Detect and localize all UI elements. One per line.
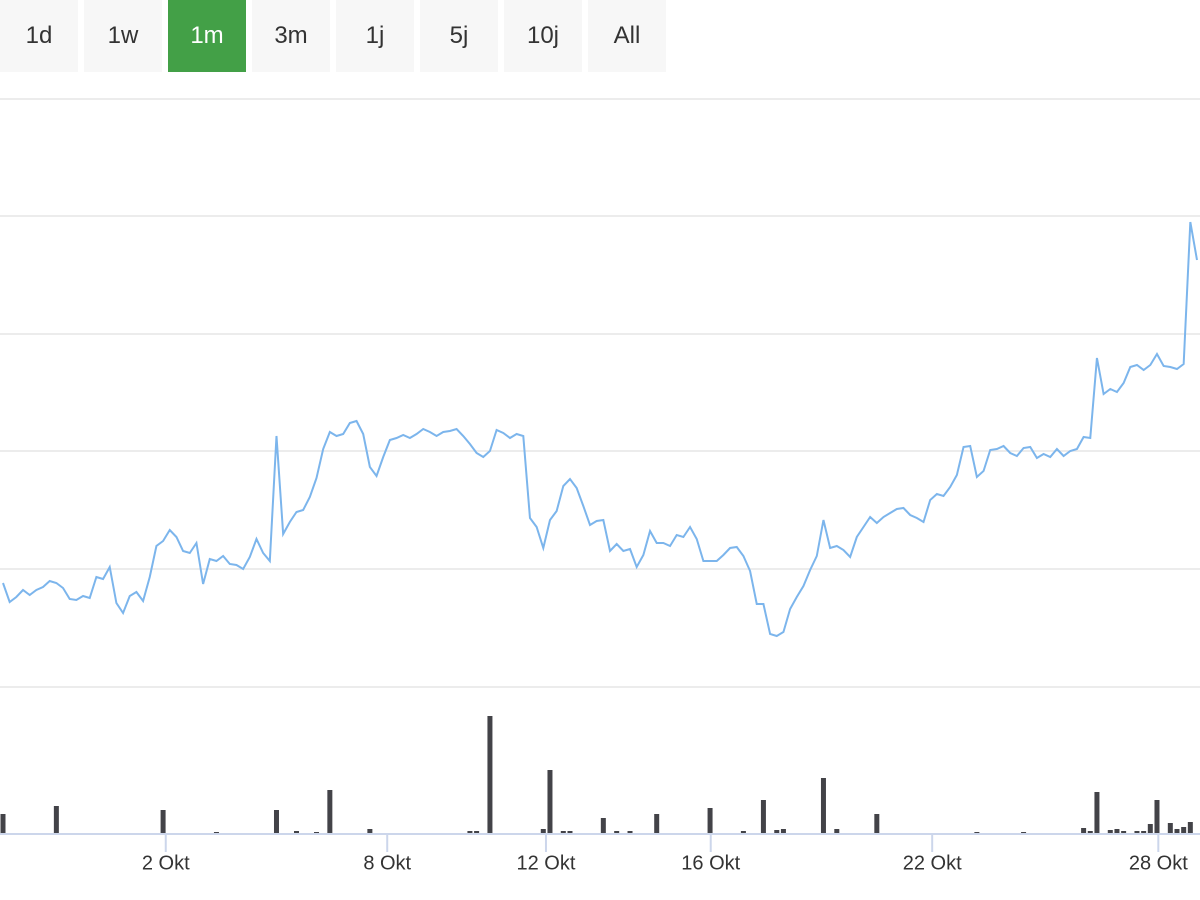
volume-bar [1094,792,1100,834]
volume-bar [1187,822,1193,834]
volume-bar [627,831,633,834]
range-button[interactable]: 10j [504,0,582,72]
volume-bar [567,831,573,834]
volume-bar [0,814,6,834]
x-tick-label: 28 Okt [1129,852,1188,874]
volume-bar [614,831,620,834]
volume-bar [600,818,606,834]
range-selector: 1d 1w 1m 3m 1j 5j 10j All [0,0,666,72]
x-tick-label: 16 Okt [681,852,740,874]
volume-bar [707,808,713,834]
price-line [2,221,1198,638]
x-tick-label: 8 Okt [363,852,411,874]
volume-bar [774,830,780,834]
volume-bar [1121,831,1127,834]
volume-bar [1087,831,1093,834]
volume-bar [273,810,279,834]
volume-bar [760,800,766,834]
volume-bar [1147,824,1153,834]
volume-bar [547,770,553,834]
volume-bar [1174,829,1180,834]
volume-bar [740,831,746,834]
volume-bar [1107,830,1113,834]
volume-bar [474,831,480,834]
range-button[interactable]: 1m [168,0,246,72]
range-button[interactable]: 1d [0,0,78,72]
volume-bar [1114,829,1120,834]
x-tick-label: 12 Okt [517,852,576,874]
volume-bar [160,810,166,834]
volume-bar [487,716,493,834]
volume-bar [1167,823,1173,834]
range-button[interactable]: All [588,0,666,72]
volume-bar [654,814,660,834]
range-button[interactable]: 5j [420,0,498,72]
volume-bar [1154,800,1160,834]
volume-bar [834,829,840,834]
volume-bar [53,806,59,834]
volume-bar [820,778,826,834]
volume-bar [780,829,786,834]
range-button[interactable]: 1w [84,0,162,72]
volume-bar [1181,827,1187,834]
volume-bar [367,829,373,834]
volume-bar [1141,831,1147,834]
range-button[interactable]: 1j [336,0,414,72]
volume-bar [1134,831,1140,834]
volume-bar [293,831,299,834]
volume-bar [467,831,473,834]
range-button[interactable]: 3m [252,0,330,72]
x-tick-label: 22 Okt [903,852,962,874]
volume-bar [1081,828,1087,834]
volume-bar [874,814,880,834]
x-tick-label: 2 Okt [142,852,190,874]
volume-bar [327,790,333,834]
volume-bar [560,831,566,834]
volume-bar [540,829,546,834]
